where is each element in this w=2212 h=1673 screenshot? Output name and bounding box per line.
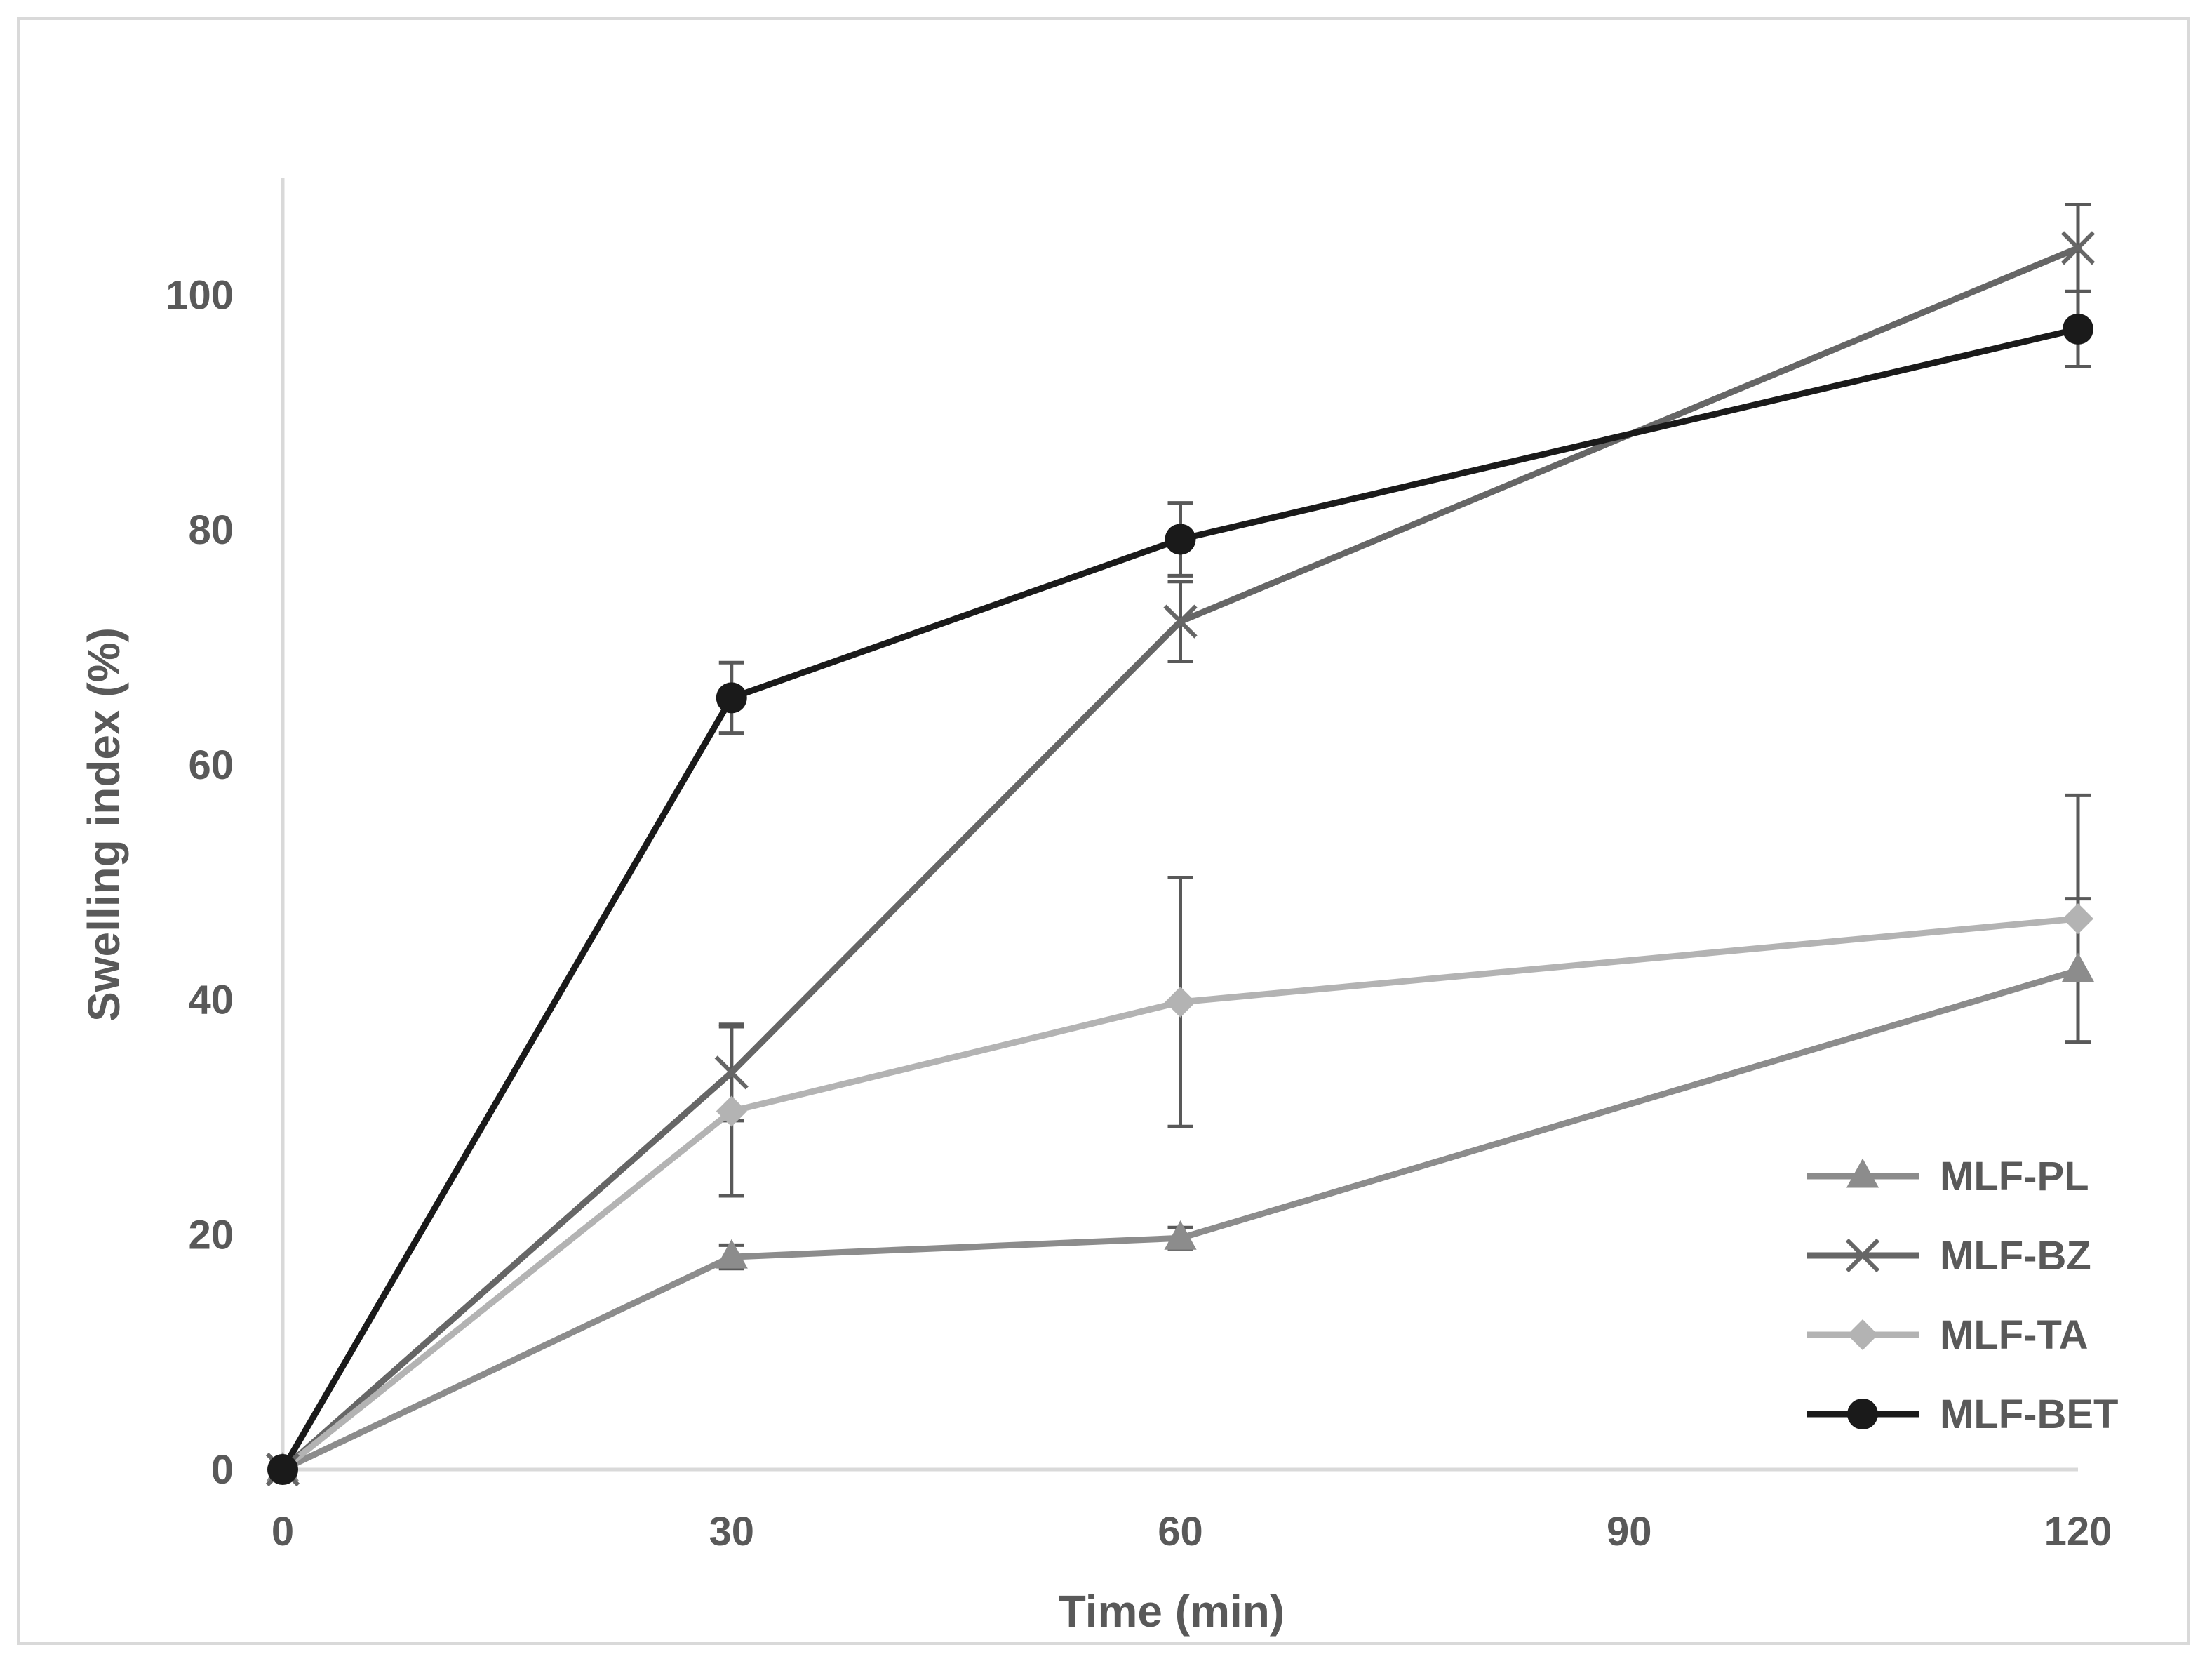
legend-label-mlf-pl: MLF-PL [1940,1154,2089,1199]
series-markers [265,231,2096,1487]
legend-label-mlf-ta: MLF-TA [1940,1312,2089,1358]
x-tick-label: 120 [2044,1509,2112,1554]
data-point-mlf-pl [2061,952,2095,982]
x-tick-label: 90 [1607,1509,1652,1554]
x-tick-label: 30 [709,1509,754,1554]
data-point-mlf-ta [1165,986,1196,1018]
data-point-mlf-pl [715,1239,748,1269]
data-point-mlf-ta [2063,903,2093,935]
data-point-mlf-bz [1163,604,1198,639]
data-point-mlf-bz-stroke-b [714,1055,749,1090]
data-point-mlf-bet [267,1454,298,1485]
series-line-mlf-bz [281,245,2079,1472]
data-point-mlf-bz [2060,231,2096,265]
series-line-mlf-bet [280,326,2079,1472]
legend-label-mlf-bz: MLF-BZ [1940,1233,2091,1279]
legend-marker-mlf-bet [1847,1399,1878,1429]
legend-marker-mlf-pl [1846,1158,1879,1188]
series-line-mlf-pl [281,967,2079,1473]
legend-marker-mlf-bz-stroke-b [1845,1238,1880,1273]
series-lines [280,245,2079,1473]
y-tick-label: 0 [211,1447,234,1493]
legend-label-mlf-bet: MLF-BET [1940,1392,2119,1437]
y-tick-label: 40 [188,978,234,1023]
y-tick-label: 60 [188,742,234,788]
x-tick-label: 60 [1158,1509,1203,1554]
x-axis-title: Time (min) [1059,1586,1285,1637]
data-point-mlf-bet [716,682,747,714]
legend-marker-mlf-ta [1847,1319,1878,1350]
data-point-mlf-bet [2063,313,2093,345]
series-line-mlf-ta [281,915,2079,1472]
y-axis-title: Swelling index (%) [79,627,129,1022]
data-point-mlf-pl [1164,1220,1197,1250]
data-point-mlf-ta [716,1095,747,1127]
x-axis-ticks: 0 30 60 90 120 [272,1509,2112,1554]
chart-frame [17,17,2190,1645]
legend: MLF-PL MLF-BZ MLF-TA MLF-BET [1807,1154,2119,1437]
data-point-mlf-bet [1165,524,1196,555]
data-point-mlf-bz-stroke-b [2060,231,2096,265]
legend-marker-mlf-bz [1845,1238,1880,1273]
y-tick-label: 20 [188,1212,234,1258]
y-tick-label: 100 [166,272,234,318]
axes [281,178,2078,1472]
data-point-mlf-bz-stroke-b [1163,604,1198,639]
data-point-mlf-bz [714,1055,749,1090]
y-tick-label: 80 [188,507,234,553]
x-tick-label: 0 [272,1509,294,1554]
y-axis-ticks: 0 20 40 60 80 100 [166,272,234,1493]
error-bars [718,202,2091,1271]
